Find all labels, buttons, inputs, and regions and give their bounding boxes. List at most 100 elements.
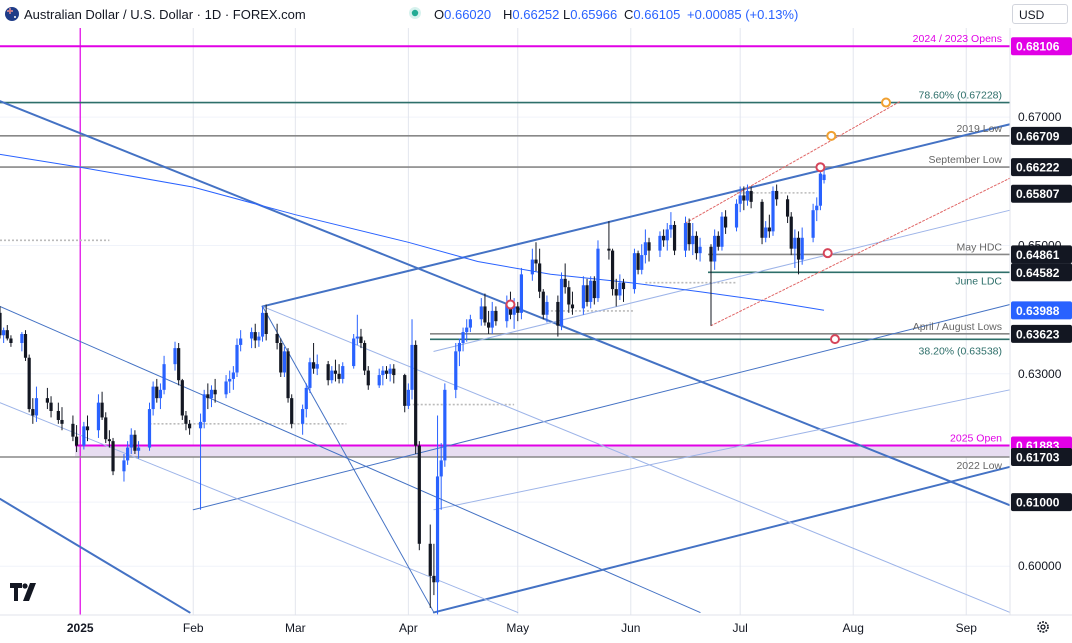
candle-body <box>672 224 677 251</box>
candle <box>355 314 359 345</box>
candle-body <box>56 410 60 420</box>
candle-body <box>231 372 235 379</box>
candle-body <box>410 344 414 390</box>
price-label-text: 0.66709 <box>1016 129 1060 143</box>
candle-body <box>767 227 771 232</box>
candle <box>417 441 421 551</box>
candle <box>96 394 101 438</box>
candle <box>538 248 542 299</box>
candle-body <box>107 439 111 442</box>
ohlc-high-label: H <box>503 7 513 22</box>
candle-body <box>290 398 294 424</box>
candle-body <box>457 342 462 352</box>
candle <box>461 327 465 352</box>
candle-body <box>621 282 626 290</box>
candle <box>162 355 166 395</box>
candle <box>34 386 39 422</box>
trendlines-layer <box>0 100 1011 614</box>
candle-body <box>403 375 407 406</box>
candle-body <box>253 332 257 341</box>
level-label: 38.20% (0.63538) <box>919 345 1002 357</box>
price-label-box <box>1011 126 1072 145</box>
candle <box>683 216 688 258</box>
candle-body <box>632 253 637 290</box>
candle <box>290 394 294 429</box>
price-axis-label: 0.64582 <box>1011 263 1072 282</box>
candle <box>249 327 254 349</box>
candle-body <box>435 476 440 583</box>
candle-body <box>213 389 217 395</box>
candle-body <box>618 282 622 296</box>
symbol-title[interactable]: Australian Dollar / U.S. Dollar · 1D · F… <box>24 7 306 22</box>
candle-body <box>177 348 181 381</box>
candle-body <box>136 447 141 451</box>
candle-body <box>570 304 575 309</box>
candle <box>286 348 290 403</box>
candle <box>282 346 287 377</box>
candle-body <box>133 434 137 451</box>
candle <box>723 210 728 234</box>
candle <box>257 332 261 347</box>
price-label-box <box>1011 263 1072 282</box>
candle <box>133 430 137 454</box>
candle <box>136 441 141 459</box>
candle <box>147 402 152 451</box>
ohlc-close: C0.66105 <box>624 7 680 22</box>
y-tick-label: 0.67000 <box>1018 110 1062 124</box>
candle <box>454 342 458 399</box>
tv-logo[interactable] <box>10 583 40 606</box>
candle <box>713 229 717 270</box>
candle-body <box>694 235 699 254</box>
candle <box>129 428 133 454</box>
candle <box>326 360 330 386</box>
candle-body <box>275 334 279 343</box>
moving-average-line <box>0 153 825 311</box>
descending-lower-parallel <box>0 402 519 613</box>
descending-median <box>0 305 701 613</box>
gear-icon[interactable] <box>1036 620 1050 637</box>
candle-body <box>249 332 254 339</box>
candle-body <box>687 223 691 245</box>
candle-body <box>665 229 669 241</box>
candle-body <box>352 338 356 367</box>
price-label-box <box>1011 37 1072 56</box>
ohlc-open-value: 0.66020 <box>444 7 492 22</box>
candle <box>490 301 494 335</box>
ohlc-close-label: C <box>624 7 634 22</box>
candle <box>738 186 742 213</box>
candle-body <box>85 426 90 431</box>
candle <box>486 310 491 335</box>
candle <box>253 323 257 349</box>
price-label-text: 0.61703 <box>1016 450 1060 464</box>
time-axis-panel <box>0 615 1072 638</box>
candle-body <box>720 216 724 247</box>
candle <box>465 319 469 342</box>
descending-upper-parallel <box>262 305 1011 613</box>
candle-body <box>9 338 13 343</box>
candle <box>432 543 436 596</box>
candle <box>443 383 447 467</box>
candle-body <box>581 285 585 309</box>
candle <box>231 366 235 390</box>
candle-body <box>785 199 790 217</box>
candle-body <box>5 330 9 339</box>
candle-body <box>45 398 50 403</box>
candle-body <box>224 381 228 395</box>
ohlc-change: +0.00085 (+0.13%) <box>687 7 799 22</box>
price-axis-label: 0.66709 <box>1011 126 1072 145</box>
candle-body <box>658 235 662 251</box>
candle <box>410 319 414 400</box>
candle <box>180 378 184 420</box>
candle-body <box>713 235 717 262</box>
price-axis-label: 0.65807 <box>1011 184 1072 203</box>
y-tick-label: 0.60000 <box>1018 559 1062 573</box>
candle-body <box>465 327 469 333</box>
candle <box>621 278 626 302</box>
candle <box>403 373 407 413</box>
candle-body <box>771 190 775 232</box>
candle-body <box>541 291 545 315</box>
candle-body <box>545 301 549 315</box>
currency-selector[interactable]: USD <box>1012 4 1068 24</box>
candle <box>311 342 316 374</box>
